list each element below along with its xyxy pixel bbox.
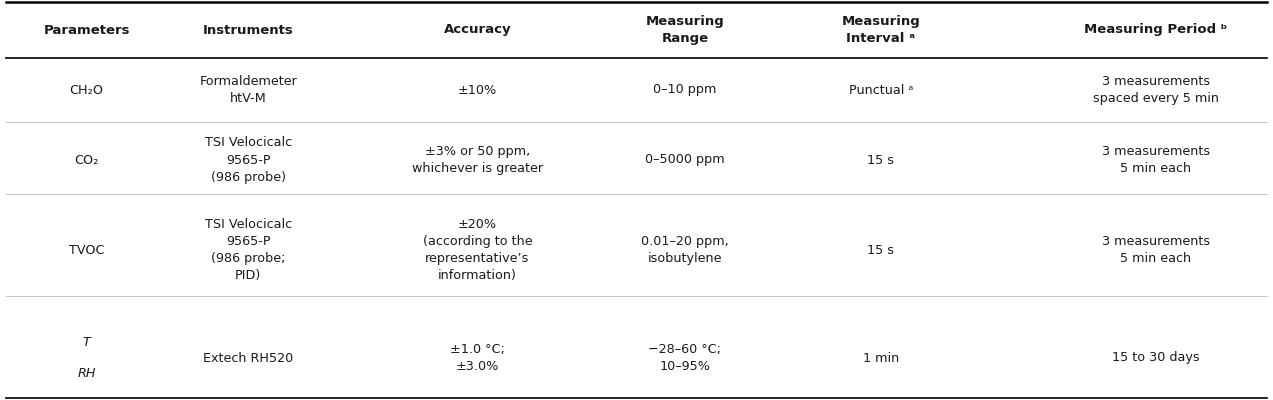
Text: 3 measurements
spaced every 5 min: 3 measurements spaced every 5 min [1094,75,1218,105]
Text: 15 s: 15 s [867,154,895,166]
Text: ±3% or 50 ppm,
whichever is greater: ±3% or 50 ppm, whichever is greater [411,145,544,175]
Text: 3 measurements
5 min each: 3 measurements 5 min each [1102,235,1209,265]
Text: Punctual ᵃ: Punctual ᵃ [849,84,913,96]
Text: ±1.0 °C;
±3.0%: ±1.0 °C; ±3.0% [449,343,505,373]
Text: 0–5000 ppm: 0–5000 ppm [645,154,724,166]
Text: Parameters: Parameters [43,24,130,36]
Text: Measuring
Range: Measuring Range [645,15,724,45]
Text: 3 measurements
5 min each: 3 measurements 5 min each [1102,145,1209,175]
Text: TVOC: TVOC [69,244,104,256]
Text: ±20%
(according to the
representative’s
information): ±20% (according to the representative’s … [423,218,532,282]
Text: 0.01–20 ppm,
isobutylene: 0.01–20 ppm, isobutylene [642,235,728,265]
Text: Measuring
Interval ᵃ: Measuring Interval ᵃ [841,15,920,45]
Text: 1 min: 1 min [863,352,899,364]
Text: TSI Velocicalc
9565-P
(986 probe;
PID): TSI Velocicalc 9565-P (986 probe; PID) [205,218,292,282]
Text: ±10%: ±10% [458,84,496,96]
Text: Accuracy: Accuracy [443,24,512,36]
Text: 15 s: 15 s [867,244,895,256]
Text: CO₂: CO₂ [74,154,99,166]
Text: CH₂O: CH₂O [70,84,103,96]
Text: −28–60 °C;
10–95%: −28–60 °C; 10–95% [648,343,722,373]
Text: 15 to 30 days: 15 to 30 days [1113,352,1199,364]
Text: RH: RH [78,367,95,380]
Text: T: T [83,336,90,349]
Text: Instruments: Instruments [202,24,294,36]
Text: Measuring Period ᵇ: Measuring Period ᵇ [1085,24,1227,36]
Text: Extech RH520: Extech RH520 [204,352,293,364]
Text: 0–10 ppm: 0–10 ppm [653,84,717,96]
Text: TSI Velocicalc
9565-P
(986 probe): TSI Velocicalc 9565-P (986 probe) [205,136,292,184]
Text: Formaldemeter
htV-M: Formaldemeter htV-M [200,75,297,105]
